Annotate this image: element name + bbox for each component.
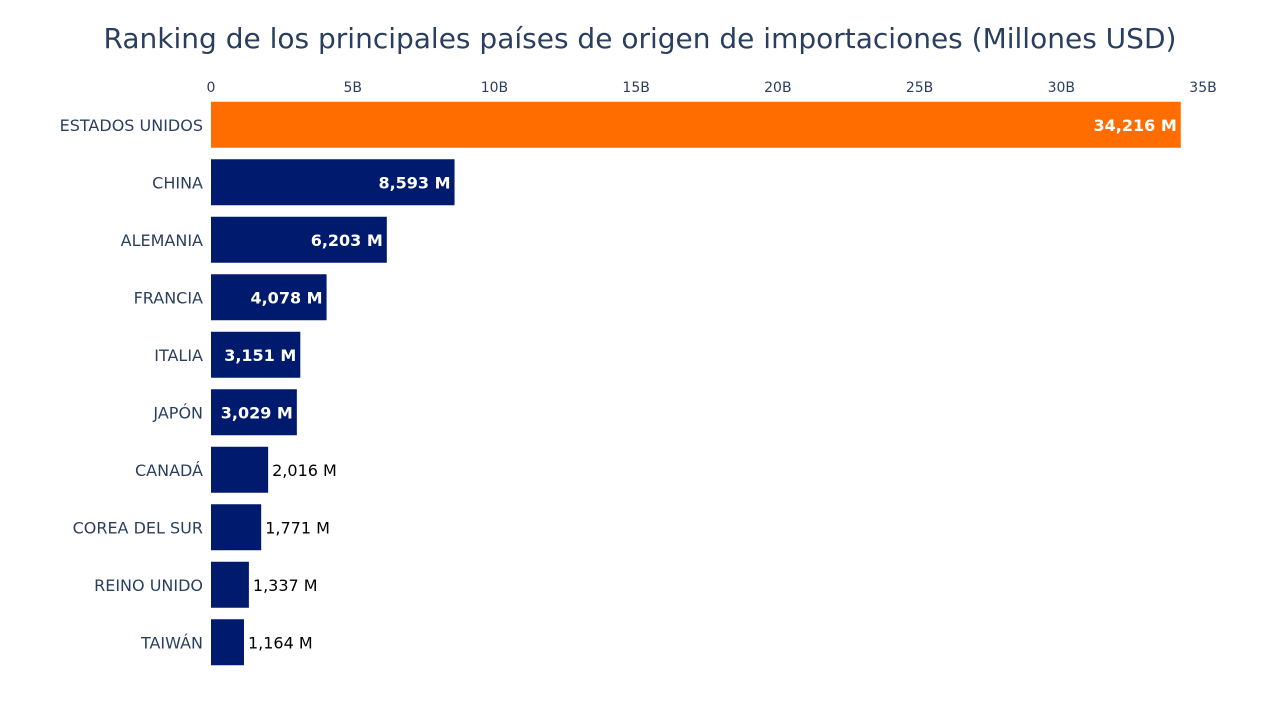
data-label: 2,016 M (272, 461, 337, 480)
data-label: 1,771 M (265, 518, 330, 537)
x-tick-label: 35B (1189, 80, 1216, 96)
x-axis-ticks: 0 5B 10B 15B 20B 25B 30B 35B (207, 80, 1217, 96)
bar (211, 561, 249, 608)
data-label: 8,593 M (378, 173, 450, 192)
data-label: 1,337 M (253, 576, 318, 595)
category-label: ALEMANIA (121, 231, 203, 250)
data-label: 6,203 M (311, 231, 383, 250)
category-label: FRANCIA (134, 288, 203, 307)
x-tick-label: 10B (481, 80, 508, 96)
data-label: 1,164 M (248, 633, 313, 652)
x-tick-label: 15B (622, 80, 649, 96)
category-label: CANADÁ (135, 461, 203, 480)
bar (211, 274, 327, 321)
bar (211, 101, 1181, 148)
data-label: 4,078 M (250, 288, 322, 307)
category-label: REINO UNIDO (94, 576, 203, 595)
data-label: 3,151 M (224, 346, 296, 365)
x-tick-label: 0 (207, 80, 216, 96)
bar (211, 446, 269, 493)
bar (211, 216, 387, 263)
bar (211, 389, 297, 436)
category-labels: ESTADOS UNIDOS CHINA ALEMANIA FRANCIA ITALIA… (60, 116, 203, 653)
bar (211, 619, 244, 666)
bar (211, 331, 301, 378)
category-label: ESTADOS UNIDOS (60, 116, 203, 135)
x-tick-label: 20B (764, 80, 791, 96)
category-label: TAIWÁN (140, 633, 203, 652)
bars (211, 101, 1181, 666)
bar (211, 159, 455, 206)
bar (211, 504, 262, 551)
x-tick-label: 5B (343, 80, 362, 96)
category-label: CHINA (152, 173, 203, 192)
data-label: 34,216 M (1094, 116, 1177, 135)
category-label: COREA DEL SUR (73, 518, 203, 537)
data-labels: 34,216 M 8,593 M 6,203 M 4,078 M 3,151 M 3,02… (221, 116, 1177, 653)
category-label: ITALIA (154, 346, 203, 365)
data-label: 3,029 M (221, 403, 293, 422)
x-tick-label: 30B (1048, 80, 1075, 96)
x-tick-label: 25B (906, 80, 933, 96)
category-label: JAPÓN (152, 403, 203, 422)
chart-title: Ranking de los principales países de ori… (103, 22, 1177, 55)
